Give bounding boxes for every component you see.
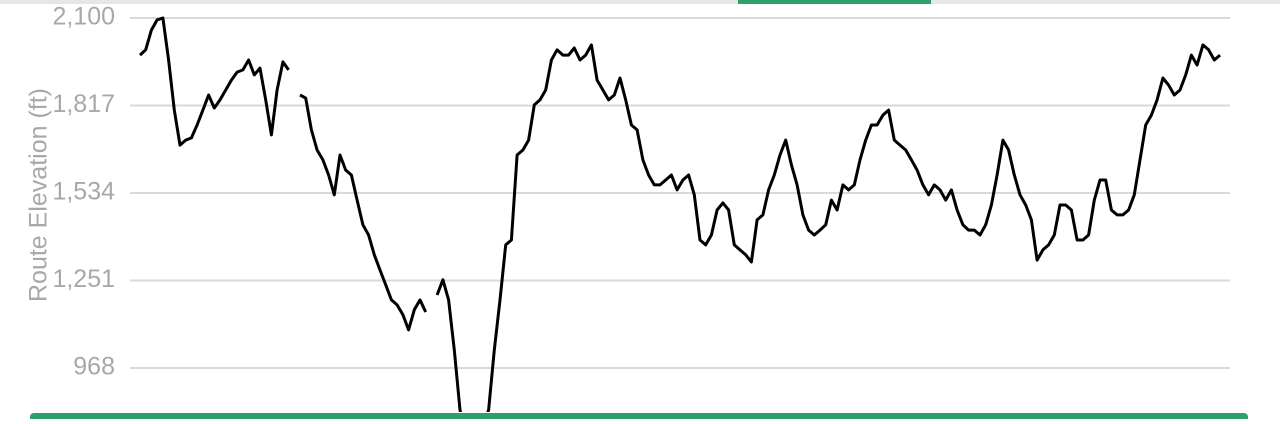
grid (130, 17, 1230, 369)
y-tick-label: 1,817 (52, 90, 115, 118)
top-edge (0, 0, 1280, 4)
bottom-button[interactable] (30, 413, 1248, 423)
elevation-line (138, 16, 1221, 412)
y-tick-label: 1,251 (52, 265, 115, 293)
active-tab-indicator (738, 0, 931, 4)
y-axis-label: Route Elevation (ft) (25, 88, 53, 302)
plot (138, 16, 1221, 412)
y-tick-label: 968 (73, 353, 115, 381)
y-tick-label: 1,534 (52, 178, 115, 206)
y-tick-label: 2,100 (52, 3, 115, 31)
